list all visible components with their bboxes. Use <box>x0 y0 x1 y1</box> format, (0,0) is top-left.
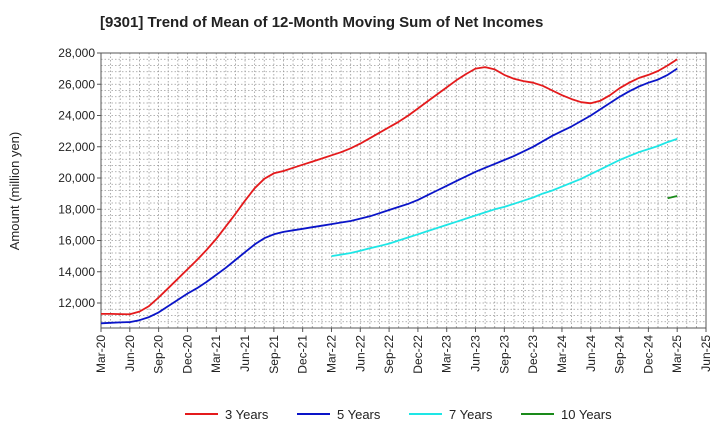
x-tick-label: Sep-22 <box>382 335 396 374</box>
x-tick-label: Mar-20 <box>94 335 108 373</box>
x-tick-label: Sep-21 <box>267 335 281 374</box>
y-axis-title: Amount (million yen) <box>7 132 22 251</box>
x-tick-label: Jun-23 <box>469 335 483 372</box>
grid-layer <box>100 52 707 329</box>
x-tick-label: Sep-24 <box>613 335 627 374</box>
x-tick-label: Mar-24 <box>555 335 569 373</box>
y-axis: 12,000 14,000 16,000 18,000 20,000 22,000 24,0… <box>58 46 101 310</box>
y-tick-label: 14,000 <box>58 265 95 279</box>
x-tick-label: Dec-23 <box>526 335 540 374</box>
y-tick-label: 22,000 <box>58 140 95 154</box>
x-tick-label: Mar-23 <box>440 335 454 373</box>
x-tick-label: Jun-20 <box>123 335 137 372</box>
series-line-7-years <box>331 138 678 257</box>
legend: 3 Years 5 Years 7 Years 10 Years <box>185 407 612 422</box>
x-axis: Mar-20 Jun-20 Sep-20 Dec-20 Mar-21 Jun-21 Sep-… <box>94 328 713 374</box>
y-tick-label: 18,000 <box>58 202 95 216</box>
series-line-10-years <box>667 195 678 200</box>
legend-label-5-years: 5 Years <box>337 407 381 422</box>
chart-title: [9301] Trend of Mean of 12-Month Moving … <box>100 14 544 31</box>
series-line-3-years <box>101 58 678 316</box>
legend-label-3-years: 3 Years <box>225 407 269 422</box>
y-tick-label: 16,000 <box>58 234 95 248</box>
x-tick-label: Jun-24 <box>584 335 598 372</box>
y-tick-label: 20,000 <box>58 171 95 185</box>
plot-frame <box>100 52 707 329</box>
x-tick-label: Dec-20 <box>180 335 194 374</box>
series-line-5-years <box>100 67 678 325</box>
x-tick-label: Dec-24 <box>641 335 655 374</box>
x-tick-label: Sep-20 <box>152 335 166 374</box>
x-tick-label: Dec-22 <box>411 335 425 374</box>
x-tick-label: Mar-21 <box>209 335 223 373</box>
x-tick-label: Jun-22 <box>353 335 367 372</box>
x-tick-label: Dec-21 <box>296 335 310 374</box>
legend-label-7-years: 7 Years <box>449 407 493 422</box>
y-tick-label: 28,000 <box>58 46 95 60</box>
x-tick-label: Jun-25 <box>699 335 713 372</box>
y-tick-label: 26,000 <box>58 77 95 91</box>
x-tick-label: Mar-22 <box>324 335 338 373</box>
series-layer <box>100 58 678 325</box>
x-tick-label: Sep-23 <box>497 335 511 374</box>
y-tick-label: 24,000 <box>58 109 95 123</box>
x-tick-label: Mar-25 <box>670 335 684 373</box>
y-tick-label: 12,000 <box>58 296 95 310</box>
legend-label-10-years: 10 Years <box>561 407 612 422</box>
x-tick-label: Jun-21 <box>238 335 252 372</box>
